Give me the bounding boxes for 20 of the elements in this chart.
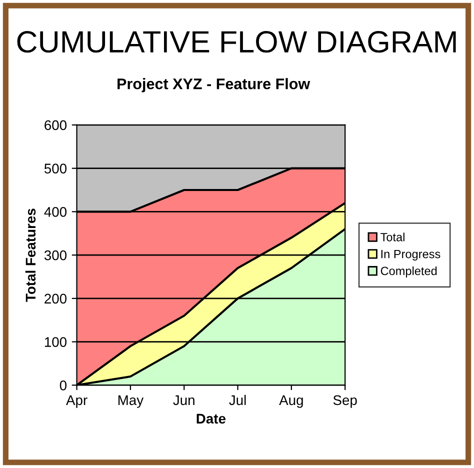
x-tick-label: Apr: [66, 395, 88, 408]
x-tick-label: May: [118, 395, 144, 408]
y-tick-label: 200: [44, 294, 67, 304]
y-tick-label: 400: [44, 207, 67, 217]
y-tick-label: 500: [44, 164, 67, 174]
y-tick-label: 300: [44, 250, 67, 260]
x-tick-label: Jun: [173, 395, 194, 406]
chart-title: CUMULATIVE FLOW DIAGRAM: [17, 31, 456, 53]
y-tick-label: 0: [60, 380, 67, 390]
y-tick-label: 100: [44, 337, 67, 347]
legend-label: Completed: [380, 266, 437, 278]
x-tick-label: Sep: [333, 395, 357, 408]
x-tick-label: Aug: [279, 395, 303, 408]
legend-label: Total: [380, 232, 404, 242]
legend-label: In Progress: [381, 250, 440, 261]
x-axis-title: Date: [196, 414, 226, 424]
y-tick-label: 600: [44, 120, 67, 130]
chart-subtitle: Project XYZ - Feature Flow: [118, 78, 310, 92]
y-axis-title: Total Features: [25, 208, 36, 302]
x-tick-label: Jul: [229, 394, 246, 406]
